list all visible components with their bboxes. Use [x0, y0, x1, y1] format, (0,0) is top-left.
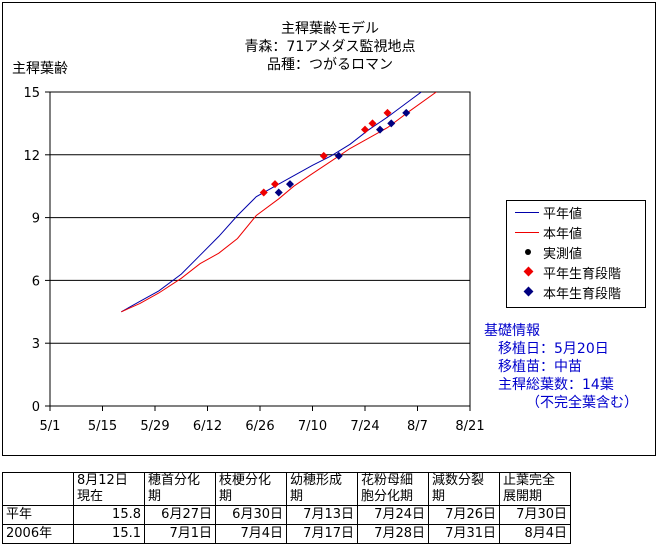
- x-tick-label: 7/24: [350, 419, 379, 434]
- table-cell: 6月30日: [215, 505, 287, 525]
- y-tick-label: 0: [32, 400, 40, 415]
- x-tick-label: 7/10: [298, 419, 327, 434]
- series-normal-stage-point: [368, 119, 377, 128]
- legend-diamond-red-icon: [513, 263, 543, 281]
- table-cell: 7月17日: [286, 524, 358, 544]
- table-header-cell: 花粉母細 胞分化期: [357, 472, 429, 506]
- legend-item-normal: 平年値: [513, 203, 583, 222]
- y-tick-label: 12: [23, 149, 40, 164]
- plot-area: [49, 91, 471, 407]
- legend-diamond-navy-icon: [513, 283, 543, 301]
- table-header-cell: 枝梗分化期: [215, 472, 287, 506]
- y-tick-label: 3: [32, 337, 40, 352]
- table-cell: 平年: [2, 505, 74, 525]
- y-axis-label: 主稈葉齢: [12, 61, 68, 77]
- table-cell: 7月30日: [499, 505, 571, 525]
- series-current-stage-point: [286, 180, 294, 189]
- chart-frame: [2, 2, 656, 456]
- legend: 平年値 本年値 実測値 平年生育段階 本年生育段階: [506, 200, 646, 308]
- x-tick-label: 5/1: [40, 419, 61, 434]
- table-row: 2006年 15.1 7月1日 7月4日 7月17日 7月28日 7月31日 8…: [2, 524, 571, 544]
- series-normal-stage-point: [259, 188, 268, 197]
- legend-label-normal: 平年値: [543, 206, 583, 222]
- table-cell: 7月4日: [215, 524, 287, 544]
- table-header-row: 8月12日 現在 穂首分化期 枝梗分化期 幼穂形成期 花粉母細 胞分化期 減数分裂期…: [2, 472, 571, 506]
- table-cell: 15.1: [73, 524, 145, 544]
- series-normal-stage-point: [383, 108, 392, 117]
- info-heading: 基礎情報: [484, 323, 540, 339]
- table-header-cell: 幼穂形成期: [286, 472, 358, 506]
- info-note: （不完全葉含む）: [526, 395, 638, 411]
- x-tick-label: 5/29: [140, 419, 169, 434]
- legend-item-normal-stage: 平年生育段階: [513, 263, 622, 282]
- y-tick-label: 6: [32, 274, 40, 289]
- legend-label-current-stage: 本年生育段階: [543, 286, 622, 302]
- growth-stage-table: 8月12日 現在 穂首分化期 枝梗分化期 幼穂形成期 花粉母細 胞分化期 減数分裂期…: [2, 472, 571, 544]
- table-header-cell: 減数分裂期: [428, 472, 500, 506]
- x-tick-label: 6/12: [193, 419, 222, 434]
- series-current-stage-point: [334, 151, 343, 160]
- info-total-leaves: 主稈総葉数：14葉: [498, 377, 614, 393]
- table-header-cell: [2, 472, 74, 506]
- series-normal-stage-point: [319, 151, 328, 160]
- table-cell: 2006年: [2, 524, 74, 544]
- x-tick-label: 6/26: [245, 419, 274, 434]
- legend-label-current: 本年値: [543, 226, 583, 242]
- legend-dot-observed-icon: [513, 243, 543, 261]
- series-current-stage-point: [402, 108, 411, 117]
- legend-label-observed: 実測値: [543, 246, 583, 262]
- table-cell: 15.8: [73, 505, 145, 525]
- table-cell: 7月31日: [428, 524, 500, 544]
- leaf-age-chart: 0 3 6 9 12 15 5/1 5/15 5/29 6/12 6/26 7/10 7/24 8/7 8/…: [23, 86, 484, 434]
- series-current-stage-point: [387, 119, 396, 128]
- legend-label-normal-stage: 平年生育段階: [543, 266, 622, 282]
- chart-title-line-1: 主稈葉齢モデル: [281, 21, 379, 37]
- table-cell: 7月26日: [428, 505, 500, 525]
- x-tick-label: 5/15: [88, 419, 117, 434]
- info-seedling-type: 移植苗：中苗: [498, 359, 582, 375]
- x-tick-label: 8/21: [455, 419, 484, 434]
- info-transplant-date: 移植日：5月20日: [498, 341, 609, 357]
- legend-line-normal-icon: [513, 203, 543, 221]
- legend-item-current-stage: 本年生育段階: [513, 283, 622, 302]
- chart-title-line-2: 青森：71アメダス監視地点: [244, 39, 416, 55]
- series-current-stage-point: [274, 188, 283, 197]
- table-header-cell: 8月12日 現在: [73, 472, 145, 506]
- series-normal-stage-point: [361, 125, 369, 134]
- table-cell: 6月27日: [144, 505, 216, 525]
- table-cell: 8月4日: [499, 524, 571, 544]
- table-cell: 7月1日: [144, 524, 216, 544]
- y-tick-label: 15: [23, 86, 40, 101]
- table-row: 平年 15.8 6月27日 6月30日 7月13日 7月24日 7月26日 7月…: [2, 505, 571, 525]
- legend-item-observed: 実測値: [513, 243, 583, 262]
- y-tick-label: 9: [32, 212, 40, 227]
- legend-item-current: 本年値: [513, 223, 583, 242]
- table-cell: 7月28日: [357, 524, 429, 544]
- x-tick-label: 8/7: [407, 419, 428, 434]
- table-header-cell: 止葉完全 展開期: [499, 472, 571, 506]
- chart-title-line-3: 品種：つがるロマン: [267, 57, 393, 73]
- series-normal-stage-point: [271, 180, 279, 189]
- legend-line-current-icon: [513, 223, 543, 241]
- basic-info: 基礎情報 移植日：5月20日 移植苗：中苗 主稈総葉数：14葉 （不完全葉含む）: [484, 322, 638, 412]
- table-header-cell: 穂首分化期: [144, 472, 216, 506]
- series-current-line: [121, 92, 437, 313]
- series-current-stage-point: [376, 125, 384, 134]
- table-cell: 7月13日: [286, 505, 358, 525]
- table-cell: 7月24日: [357, 505, 429, 525]
